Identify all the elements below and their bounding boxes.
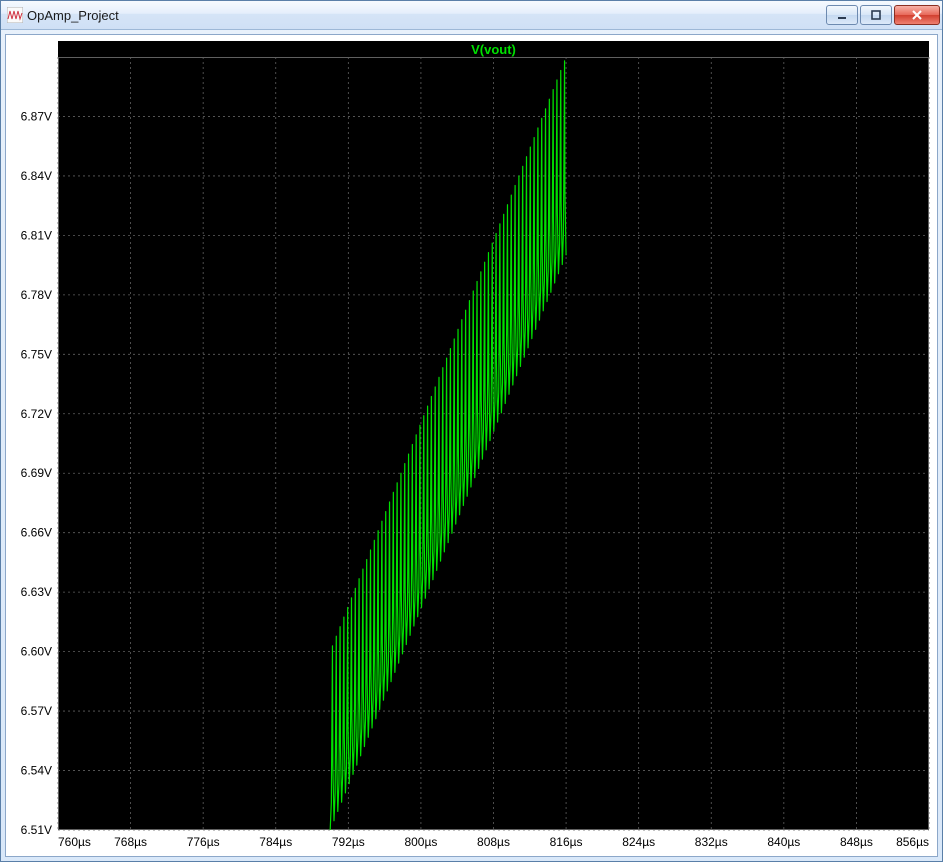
x-tick-label: 792µs — [332, 835, 365, 849]
y-tick-label: 6.60V — [21, 645, 52, 659]
x-tick-label: 816µs — [550, 835, 583, 849]
x-tick-label: 824µs — [622, 835, 655, 849]
minimize-button[interactable] — [826, 5, 858, 25]
window-buttons — [826, 5, 940, 25]
y-tick-label: 6.51V — [21, 823, 52, 837]
x-tick-label: 776µs — [187, 835, 220, 849]
x-tick-label: 840µs — [767, 835, 800, 849]
maximize-button[interactable] — [860, 5, 892, 25]
x-tick-label: 808µs — [477, 835, 510, 849]
plot-panel: 760µs 768µs 776µs 784µs 792µs 800µs 808µs 816µs… — [5, 34, 938, 857]
waveform-app-icon — [7, 7, 23, 23]
y-tick-label: 6.63V — [21, 585, 52, 599]
y-tick-label: 6.54V — [21, 764, 52, 778]
x-tick-label: 760µs — [58, 835, 91, 849]
y-tick-label: 6.72V — [21, 407, 52, 421]
y-tick-label: 6.87V — [21, 109, 52, 123]
trace-label[interactable]: V(vout) — [471, 42, 516, 57]
titlebar[interactable]: OpAmp_Project — [1, 1, 942, 30]
y-tick-label: 6.66V — [21, 526, 52, 540]
waveform-plot[interactable]: 760µs 768µs 776µs 784µs 792µs 800µs 808µs 816µs… — [8, 37, 935, 854]
y-tick-label: 6.81V — [21, 228, 52, 242]
x-tick-label: 848µs — [840, 835, 873, 849]
window-title: OpAmp_Project — [27, 8, 826, 23]
app-window: OpAmp_Project 760µs 768µs 776µs 784µs 792µs 8… — [0, 0, 943, 862]
x-tick-label: 832µs — [695, 835, 728, 849]
y-tick-label: 6.75V — [21, 347, 52, 361]
x-tick-label: 768µs — [114, 835, 147, 849]
y-tick-label: 6.57V — [21, 704, 52, 718]
x-tick-label: 800µs — [404, 835, 437, 849]
y-tick-label: 6.78V — [21, 288, 52, 302]
close-button[interactable] — [894, 5, 940, 25]
x-tick-label: 784µs — [259, 835, 292, 849]
y-tick-label: 6.84V — [21, 169, 52, 183]
x-tick-label: 856µs — [896, 835, 929, 849]
y-tick-label: 6.69V — [21, 466, 52, 480]
